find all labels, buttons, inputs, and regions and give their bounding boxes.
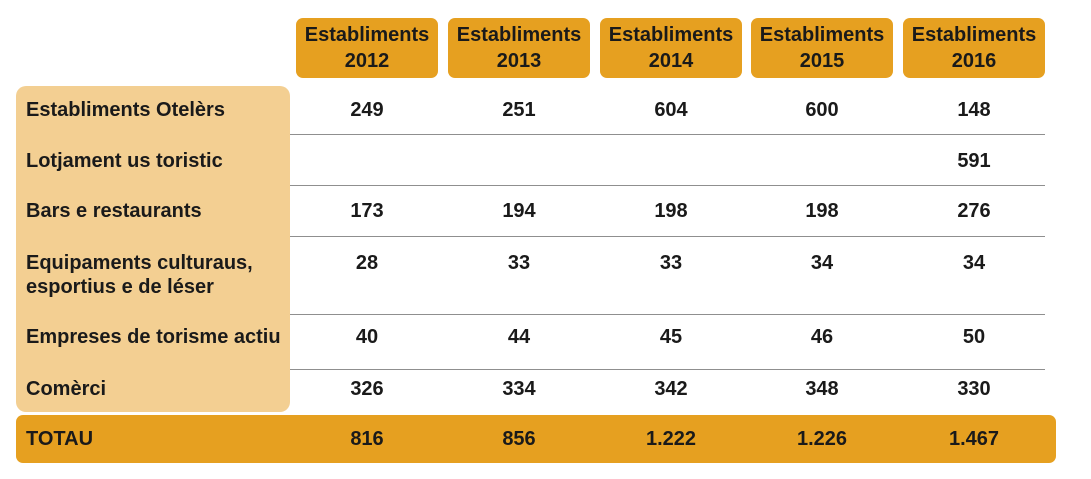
table-cell: 276 <box>957 200 991 222</box>
table-cell: 342 <box>654 378 688 400</box>
table-cell: 46 <box>810 326 834 348</box>
total-label: TOTAU <box>26 428 94 450</box>
column-header-2016: Establiments 2016 <box>903 18 1045 78</box>
table-cell: 330 <box>957 378 991 400</box>
table-cell: 34 <box>810 252 834 274</box>
table-cell: 249 <box>350 99 384 121</box>
row-label-bars-e-restaurants: Bars e restaurants <box>26 200 202 222</box>
table-cell: 591 <box>957 150 991 172</box>
row-label-line2: esportius e de léser <box>26 276 214 298</box>
row-label-lotjament-us-toristic: Lotjament us toristic <box>26 150 223 172</box>
row-label-establiments-oteleres: Establiments Otelèrs <box>26 99 225 121</box>
table-cell: 173 <box>350 200 384 222</box>
row-separator <box>290 236 1045 237</box>
table-cell: 40 <box>355 326 379 348</box>
total-cell: 1.467 <box>948 428 1000 450</box>
row-label-equipaments: Equipaments culturaus, esportius e de lé… <box>26 251 253 299</box>
table-cell: 45 <box>659 326 683 348</box>
column-header-2012: Establiments 2012 <box>296 18 438 78</box>
column-header-line1: Establiments <box>911 24 1037 46</box>
table-cell: 50 <box>962 326 986 348</box>
table-cell: 34 <box>962 252 986 274</box>
table-cell: 33 <box>507 252 531 274</box>
table-cell: 148 <box>957 99 991 121</box>
total-cell: 856 <box>502 428 536 450</box>
table-cell: 334 <box>502 378 536 400</box>
row-label-comerci: Comèrci <box>26 378 107 400</box>
table-cell: 251 <box>502 99 536 121</box>
column-header-year: 2015 <box>799 50 845 72</box>
row-separator <box>290 134 1045 135</box>
column-header-2013: Establiments 2013 <box>448 18 590 78</box>
table-cell: 33 <box>659 252 683 274</box>
total-cell: 816 <box>350 428 384 450</box>
column-header-2014: Establiments 2014 <box>600 18 742 78</box>
column-header-line1: Establiments <box>608 24 734 46</box>
table-cell: 348 <box>805 378 839 400</box>
column-header-year: 2014 <box>648 50 694 72</box>
row-separator <box>290 185 1045 186</box>
column-header-year: 2016 <box>951 50 997 72</box>
row-label-line1: Equipaments culturaus, <box>26 252 253 274</box>
column-header-line1: Establiments <box>456 24 582 46</box>
table-cell: 198 <box>805 200 839 222</box>
row-separator <box>290 369 1045 370</box>
table-cell: 194 <box>502 200 536 222</box>
table-cell: 600 <box>805 99 839 121</box>
row-label-empreses-de-torisme-actiu: Empreses de torisme actiu <box>26 326 281 348</box>
table-cell: 198 <box>654 200 688 222</box>
column-header-line1: Establiments <box>759 24 885 46</box>
total-row <box>16 415 1056 463</box>
table-cell: 326 <box>350 378 384 400</box>
row-label-panel <box>16 86 290 412</box>
column-header-2015: Establiments 2015 <box>751 18 893 78</box>
column-header-year: 2012 <box>344 50 390 72</box>
column-header-year: 2013 <box>496 50 542 72</box>
table-cell: 28 <box>355 252 379 274</box>
total-cell: 1.226 <box>796 428 848 450</box>
table-cell: 604 <box>654 99 688 121</box>
row-separator <box>290 314 1045 315</box>
column-header-line1: Establiments <box>304 24 430 46</box>
table-cell: 44 <box>507 326 531 348</box>
total-cell: 1.222 <box>645 428 697 450</box>
